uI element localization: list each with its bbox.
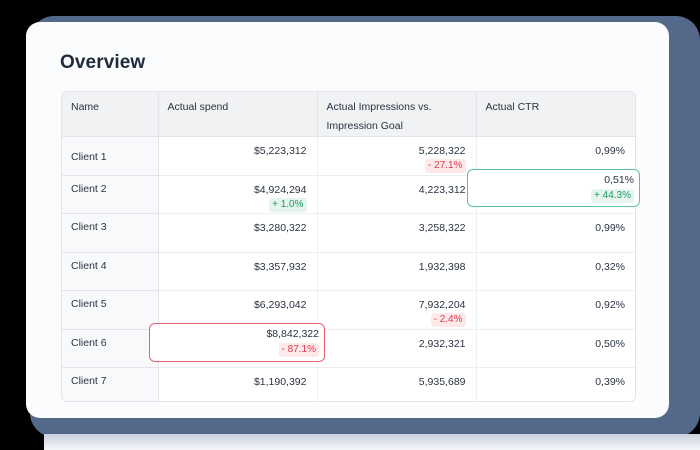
client-name-cell: Client 3 (62, 213, 159, 253)
table-header-row: Name Actual spend Actual Impressions vs.… (62, 92, 635, 137)
spend-cell: $3,280,322 (158, 213, 318, 253)
impressions-cell: 5,228,322- 27.1% (317, 136, 477, 176)
ctr-cell: 0,39% (595, 376, 625, 388)
table-row[interactable]: Client 7 $1,190,392 5,935,689 0,39% (62, 367, 635, 401)
ctr-cell: 0,99% (476, 213, 635, 253)
impressions-cell: 5,935,689 (317, 367, 477, 401)
table-row[interactable]: Client 6 2,932,321 0,50% (62, 329, 635, 368)
overview-card: Overview Name Actual spend Actual Impres… (26, 22, 669, 418)
highlight-content: 0,51% + 44.3% (591, 173, 634, 203)
client-name-cell: Client 6 (62, 329, 159, 368)
table-row[interactable]: Client 3 $3,280,322 3,258,322 0,99% (62, 213, 635, 253)
client-name-cell: Client 4 (62, 252, 159, 291)
table-row[interactable]: Client 5 $6,293,042 7,932,204- 2.4% 0,92… (62, 290, 635, 330)
impressions-cell: 1,932,398 (317, 252, 477, 291)
impressions-cell: 4,223,312 (317, 175, 477, 214)
overview-table-container: Name Actual spend Actual Impressions vs.… (61, 91, 636, 402)
client-name-cell: Client 2 (62, 175, 159, 214)
ctr-cell: 0,92% (476, 290, 635, 330)
table-row[interactable]: Client 4 $3,357,932 1,932,398 0,32% (62, 252, 635, 291)
highlight-content: $8,842,322 - 87.1% (266, 328, 319, 357)
impressions-cell: 7,932,204- 2.4% (317, 290, 477, 330)
negative-highlight-callout[interactable]: $8,842,322 - 87.1% (149, 323, 325, 362)
client-name-cell: Client 1 (62, 136, 159, 176)
ctr-cell: 0,50% (476, 329, 635, 368)
page-title: Overview (60, 52, 146, 73)
negative-delta-badge: - 27.1% (425, 159, 466, 173)
positive-delta-badge: + 1.0% (269, 197, 307, 212)
impressions-cell: 2,932,321 (317, 329, 477, 368)
client-name-cell: Client 5 (62, 290, 159, 330)
positive-delta-badge: + 44.3% (591, 189, 634, 203)
client-name-cell: Client 7 (62, 367, 159, 401)
impressions-cell: 3,258,322 (317, 213, 477, 253)
positive-highlight-callout[interactable]: 0,51% + 44.3% (467, 169, 640, 207)
table-row[interactable]: Client 1 $5,223,312 5,228,322- 27.1% 0,9… (62, 136, 635, 176)
spend-cell: $1,190,392 (158, 367, 318, 401)
negative-delta-badge: - 87.1% (278, 343, 319, 357)
card-reflection (44, 434, 700, 450)
ctr-cell: 0,99% (476, 136, 635, 176)
spend-cell: $5,223,312 (158, 136, 318, 176)
column-header-actual-spend[interactable]: Actual spend (158, 92, 318, 137)
negative-delta-badge: - 2.4% (430, 313, 466, 327)
column-header-actual-ctr[interactable]: Actual CTR (476, 92, 635, 137)
spend-cell: $3,357,932 (158, 252, 318, 291)
column-header-name[interactable]: Name (62, 92, 159, 137)
overview-table: Name Actual spend Actual Impressions vs.… (62, 92, 635, 401)
ctr-cell: 0,32% (476, 252, 635, 291)
spend-cell: $4,924,294 + 1.0% (158, 175, 318, 214)
column-header-impressions[interactable]: Actual Impressions vs. Impression Goal (317, 92, 477, 137)
